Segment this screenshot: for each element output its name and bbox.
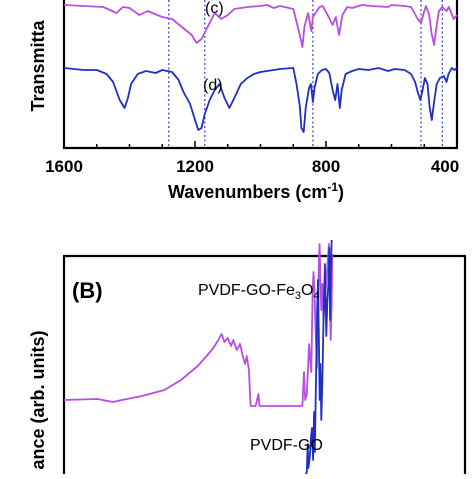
legend-label-sub-3: 3 xyxy=(295,290,301,302)
legend-label-sub-4: 4 xyxy=(313,290,319,302)
legend-label-pvdf-go-fe3o4: PVDF-GO-Fe3O4 xyxy=(198,282,320,302)
x-axis-label-main: Wavenumbers (cm xyxy=(168,182,327,202)
series-label-d: (d) xyxy=(203,77,223,94)
x-tick-label-800: 800 xyxy=(312,157,340,176)
series-label-c: (c) xyxy=(205,0,224,17)
y-axis-label: Transmitta xyxy=(28,19,48,111)
panel-a-series-line-c xyxy=(63,4,458,48)
legend-label-o: O xyxy=(301,282,313,299)
panel-b-series xyxy=(63,239,334,479)
x-axis-label-superscript: -1 xyxy=(327,180,338,194)
panel-a-series xyxy=(63,4,458,133)
x-tick-label-400: 400 xyxy=(431,157,459,176)
legend-label-main: PVDF-GO-Fe xyxy=(198,282,295,299)
panel-b-series-line-pvdf-go xyxy=(302,239,333,479)
x-tick-label-1200: 1200 xyxy=(176,157,214,176)
x-tick-label-1600: 1600 xyxy=(45,157,83,176)
panel-b-y-axis-label: ance (arb. units) xyxy=(28,330,48,469)
panel-a-x-ticks xyxy=(63,141,458,148)
panel-b: (B) PVDF-GO-Fe3O4 PVDF-GO ance (arb. uni… xyxy=(28,239,467,479)
panel-b-series-line-pvdf-go-fe3o4 xyxy=(63,243,334,407)
panel-a: (c) (d) 1600 1200 800 400 Wavenumbers (c… xyxy=(28,0,459,202)
x-axis-label: Wavenumbers (cm-1) xyxy=(168,180,344,202)
panel-a-series-line-d xyxy=(63,67,458,133)
x-axis-label-close: ) xyxy=(338,182,344,202)
legend-label-pvdf-go: PVDF-GO xyxy=(250,437,323,454)
panel-b-letter: (B) xyxy=(72,278,103,303)
